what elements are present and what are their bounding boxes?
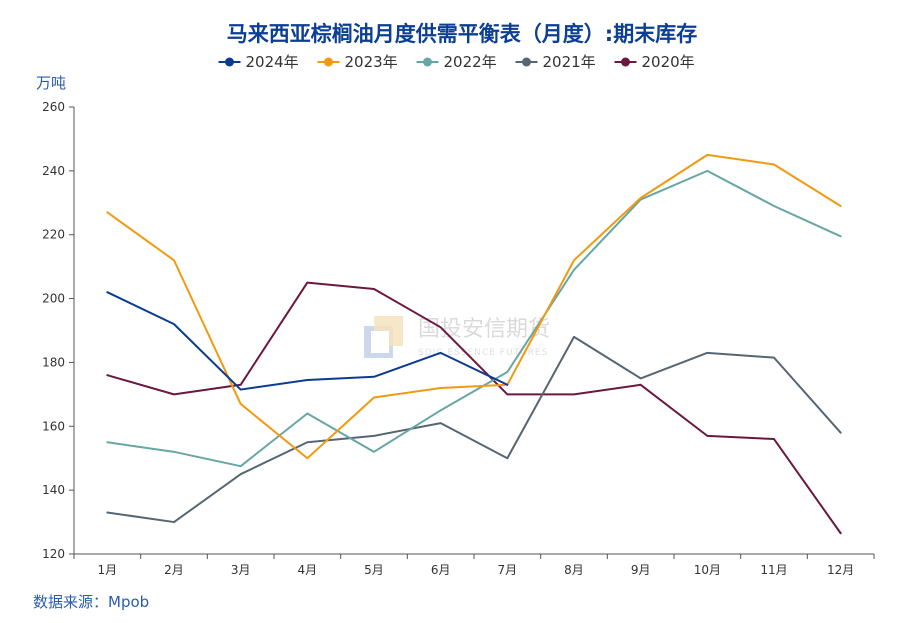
legend-item: 2022年 [416, 53, 497, 71]
legend-swatch-marker [324, 57, 333, 67]
chart-title: 马来西亚棕榈油月度供需平衡表（月度）:期末库存 [227, 22, 697, 46]
legend-item: 2023年 [317, 53, 398, 71]
watermark-name-en: SDIC ESSENCE FUTURES [418, 348, 548, 358]
watermark-logo: 国投安信期货 SDIC ESSENCE FUTURES [364, 316, 550, 358]
y-tick-label: 180 [42, 355, 65, 369]
x-tick-label: 1月 [98, 563, 118, 577]
y-tick-label: 220 [42, 228, 65, 242]
x-tick-label: 8月 [564, 563, 584, 577]
x-tick-label: 12月 [827, 563, 854, 577]
y-tick-label: 140 [42, 483, 65, 497]
legend-item: 2021年 [515, 53, 596, 71]
x-tick-label: 9月 [631, 563, 651, 577]
series-line-2020年 [106, 281, 842, 535]
legend-label: 2024年 [246, 53, 299, 71]
legend-item: 2020年 [614, 53, 695, 71]
series-line-2021年 [106, 335, 842, 524]
x-tick-label: 7月 [498, 563, 518, 577]
data-source: 数据来源：Mpob [33, 593, 149, 611]
y-tick-label: 200 [42, 292, 65, 306]
legend-label: 2021年 [543, 53, 596, 71]
x-tick-label: 6月 [431, 563, 451, 577]
y-axis-label: 万吨 [36, 74, 66, 92]
legend-swatch-marker [522, 57, 531, 67]
legend-swatch-marker [423, 57, 432, 67]
legend-swatch-marker [225, 57, 234, 67]
y-tick-label: 240 [42, 164, 65, 178]
x-tick-label: 11月 [760, 563, 787, 577]
series-line-2023年 [106, 153, 842, 460]
legend: 2024年 2023年 2022年 2021年 2020年 [218, 53, 695, 71]
x-tick-label: 3月 [231, 563, 251, 577]
series-group [106, 153, 842, 535]
x-tick-label: 4月 [298, 563, 318, 577]
x-tick-label: 5月 [364, 563, 384, 577]
x-tick-label: 10月 [694, 563, 721, 577]
legend-label: 2022年 [444, 53, 497, 71]
series-line-2022年 [106, 169, 842, 468]
y-tick-label: 160 [42, 419, 65, 433]
legend-swatch-marker [621, 57, 630, 67]
legend-item: 2024年 [218, 53, 299, 71]
axes: 120 140 160 180 200 220 240 260 1月 2月 3月 4月 5月 6月 7月 8月… [42, 100, 875, 577]
legend-label: 2023年 [345, 53, 398, 71]
legend-label: 2020年 [642, 53, 695, 71]
watermark-name-cn: 国投安信期货 [418, 317, 550, 342]
y-tick-label: 260 [42, 100, 65, 114]
y-tick-label: 120 [42, 547, 65, 561]
series-line-2024年 [106, 291, 509, 391]
x-tick-label: 2月 [164, 563, 184, 577]
